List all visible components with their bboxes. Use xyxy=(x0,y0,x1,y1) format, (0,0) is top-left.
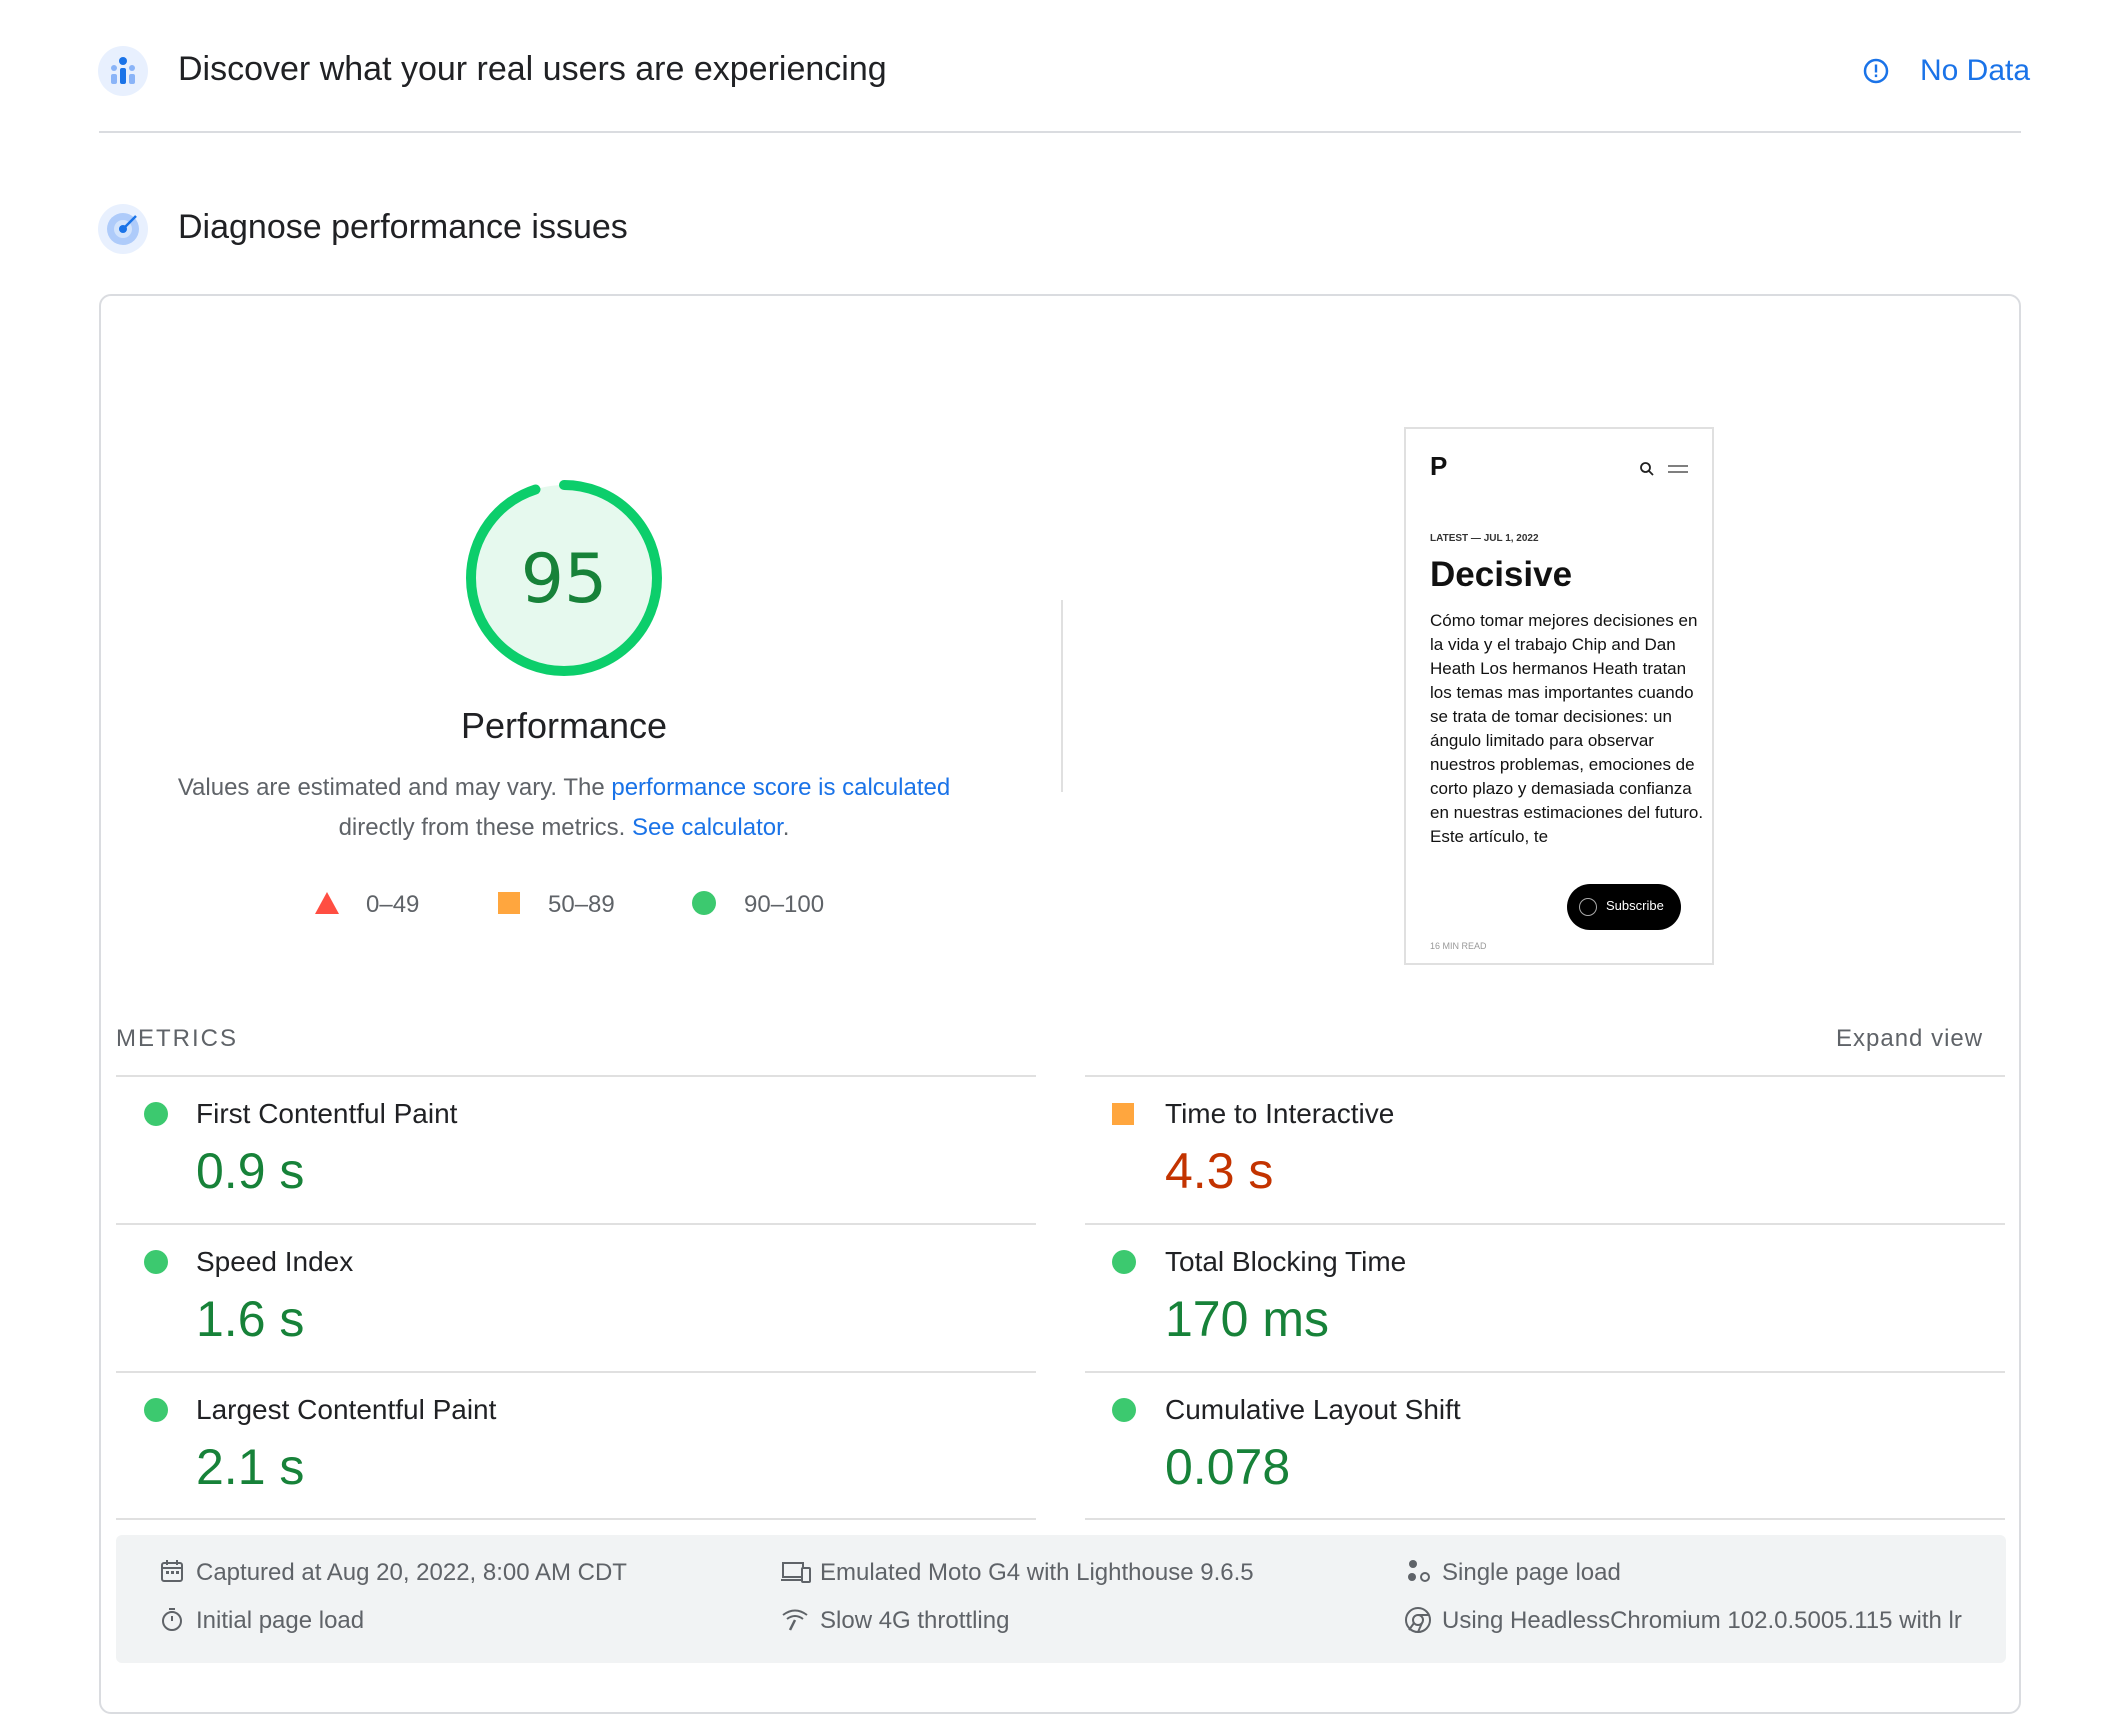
metrics-row-divider xyxy=(116,1371,1036,1373)
legend-pass-label: 90–100 xyxy=(744,891,825,918)
metric-name-lcp: Largest Contentful Paint xyxy=(196,1394,497,1425)
good-indicator-icon xyxy=(1112,1250,1136,1274)
browser-version-text: Using HeadlessChromium 102.0.5005.115 wi… xyxy=(1442,1607,1962,1634)
throttling-text: Slow 4G throttling xyxy=(820,1607,1010,1634)
metrics-row-divider xyxy=(116,1518,1036,1520)
field-data-icon xyxy=(98,46,148,96)
calendar-icon xyxy=(159,1558,185,1584)
desc-text-2: directly from these metrics. xyxy=(338,814,632,841)
chromium-icon xyxy=(1404,1606,1432,1634)
orange-square-icon xyxy=(498,892,520,914)
preview-subscribe-label: Subscribe xyxy=(1606,898,1664,913)
info-icon[interactable] xyxy=(1863,58,1889,84)
metrics-top-divider-right xyxy=(1085,1075,2005,1077)
legend-fail-label: 0–49 xyxy=(366,891,420,918)
metrics-top-divider-left xyxy=(116,1075,1036,1077)
metric-name-tbt: Total Blocking Time xyxy=(1165,1246,1407,1277)
preview-menu-icon xyxy=(1668,462,1688,474)
preview-logo: P xyxy=(1430,451,1448,481)
runtime-settings xyxy=(116,1535,2006,1663)
metric-value-tti: 4.3 s xyxy=(1165,1143,1274,1199)
good-indicator-icon xyxy=(144,1102,168,1126)
average-indicator-icon xyxy=(1112,1103,1134,1125)
preview-search-icon xyxy=(1639,461,1655,477)
diagnose-title: Diagnose performance issues xyxy=(178,208,628,246)
device-icon xyxy=(780,1560,812,1584)
expand-view-toggle[interactable]: Expand view xyxy=(1836,1025,1984,1052)
preview-subscribe-button: Subscribe xyxy=(1567,884,1681,930)
diagnose-icon xyxy=(98,204,148,254)
performance-gauge xyxy=(465,479,663,677)
preview-user-icon xyxy=(1579,898,1597,916)
legend-average-label: 50–89 xyxy=(548,891,615,918)
performance-card xyxy=(99,294,2021,1714)
metric-name-si: Speed Index xyxy=(196,1246,354,1277)
score-description: Values are estimated and may vary. The p… xyxy=(164,768,964,848)
field-data-title: Discover what your real users are experi… xyxy=(178,50,887,88)
see-calculator-link[interactable]: See calculator xyxy=(631,814,783,841)
desc-text-3: . xyxy=(782,814,790,841)
preview-read-time: 16 MIN READ xyxy=(1430,941,1487,951)
network-throttle-icon xyxy=(780,1606,810,1632)
red-triangle-icon xyxy=(314,891,340,915)
desc-text-1: Values are estimated and may vary. The xyxy=(177,774,612,801)
metric-name-tti: Time to Interactive xyxy=(1165,1098,1395,1129)
good-indicator-icon xyxy=(144,1250,168,1274)
metric-value-si: 1.6 s xyxy=(196,1291,305,1347)
metric-value-lcp: 2.1 s xyxy=(196,1439,305,1495)
initial-load-text: Initial page load xyxy=(196,1607,365,1634)
green-circle-icon xyxy=(692,891,716,915)
metrics-header: METRICS xyxy=(116,1025,238,1052)
metric-value-tbt: 170 ms xyxy=(1165,1291,1329,1347)
good-indicator-icon xyxy=(1112,1398,1136,1422)
metrics-row-divider xyxy=(1085,1371,2005,1373)
no-data-status[interactable]: No Data xyxy=(1920,54,2031,87)
single-load-text: Single page load xyxy=(1442,1559,1621,1586)
metrics-row-divider xyxy=(1085,1518,2005,1520)
performance-score: 95 xyxy=(520,540,608,619)
score-calculated-link[interactable]: performance score is calculated xyxy=(611,774,951,801)
good-indicator-icon xyxy=(144,1398,168,1422)
emulated-device-text: Emulated Moto G4 with Lighthouse 9.6.5 xyxy=(820,1559,1254,1586)
preview-body: Cómo tomar mejores decisiones en la vida… xyxy=(1430,611,1704,846)
captured-at-text: Captured at Aug 20, 2022, 8:00 AM CDT xyxy=(196,1559,627,1586)
preview-kicker: LATEST — JUL 1, 2022 xyxy=(1430,533,1539,544)
performance-label: Performance xyxy=(460,705,668,746)
single-load-icon xyxy=(1404,1557,1432,1585)
preview-headline: Decisive xyxy=(1430,555,1573,594)
metric-value-cls: 0.078 xyxy=(1165,1439,1291,1495)
stopwatch-icon xyxy=(159,1606,185,1632)
vertical-divider xyxy=(1061,600,1063,792)
section-divider xyxy=(99,131,2021,133)
page-screenshot-preview[interactable]: P LATEST — JUL 1, 2022 Decisive Cómo tom… xyxy=(1404,427,1714,965)
metric-value-fcp: 0.9 s xyxy=(196,1143,305,1199)
metrics-row-divider xyxy=(116,1223,1036,1225)
metrics-row-divider xyxy=(1085,1223,2005,1225)
metric-name-fcp: First Contentful Paint xyxy=(196,1098,458,1129)
metric-name-cls: Cumulative Layout Shift xyxy=(1165,1394,1461,1425)
